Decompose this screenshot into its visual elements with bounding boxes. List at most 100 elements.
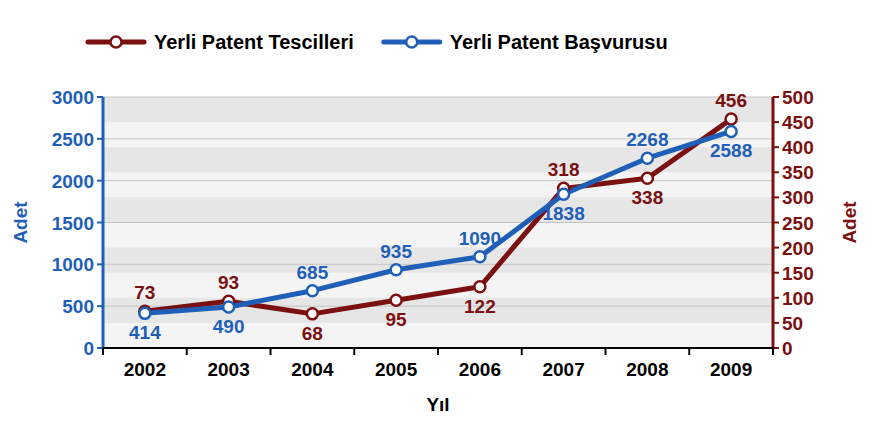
y-tick: [97, 222, 103, 224]
y-tick-label: 1000: [52, 254, 94, 275]
series-marker: [139, 308, 150, 319]
y2-tick-label: 300: [782, 187, 814, 208]
y2-tick: [773, 171, 779, 173]
y-tick: [97, 96, 103, 98]
grid-band: [103, 97, 773, 122]
y2-axis-title: Adet: [839, 201, 860, 244]
series-line: [145, 131, 731, 313]
plot-area: [139, 114, 736, 320]
legend-label: Yerli Patent Başvurusu: [450, 31, 668, 53]
y2-tick: [773, 96, 779, 98]
y-tick-label: 0: [83, 338, 94, 359]
legend-label: Yerli Patent Tescilleri: [154, 31, 354, 53]
series-marker: [307, 308, 318, 319]
data-label: 2268: [626, 129, 668, 150]
plot-background: [103, 97, 773, 348]
grid-line: [103, 97, 773, 98]
chart: 0 500 1000 1500 2000 2500 3000 0 50 100 150 200 250 3…: [0, 0, 876, 423]
series-marker: [391, 295, 402, 306]
y-tick-label: 3000: [52, 87, 94, 108]
data-label: 93: [218, 272, 239, 293]
x-tick-label: 2006: [459, 359, 501, 380]
x-tick-label: 2002: [124, 359, 166, 380]
data-label: 456: [715, 90, 747, 111]
x-tick: [270, 348, 272, 355]
series-marker: [223, 302, 234, 313]
series-marker: [726, 126, 737, 137]
grid-band: [103, 248, 773, 273]
y2-tick-label: 500: [782, 87, 814, 108]
y2-tick-label: 100: [782, 288, 814, 309]
data-label: 414: [129, 322, 161, 343]
y-tick: [97, 305, 103, 307]
data-label: 490: [213, 316, 245, 337]
data-label: 122: [464, 296, 496, 317]
y2-tick-label: 400: [782, 137, 814, 158]
data-label: 318: [548, 159, 580, 180]
y2-tick-label: 350: [782, 162, 814, 183]
x-tick-label: 2005: [375, 359, 418, 380]
x-tick-label: 2007: [542, 359, 584, 380]
series-marker: [558, 189, 569, 200]
y2-tick-label: 250: [782, 213, 814, 234]
series-marker: [474, 251, 485, 262]
x-tick-label: 2009: [710, 359, 752, 380]
grid-band: [103, 197, 773, 222]
data-label: 338: [632, 187, 664, 208]
data-label: 68: [302, 323, 323, 344]
data-label: 2588: [710, 140, 752, 161]
data-label: 1838: [542, 203, 584, 224]
legend-marker: [406, 37, 417, 48]
y2-tick: [773, 196, 779, 198]
y-tick-label: 1500: [52, 213, 94, 234]
x-tick-label: 2008: [626, 359, 668, 380]
legend-marker: [111, 37, 122, 48]
series-marker: [391, 264, 402, 275]
x-tick: [102, 348, 104, 355]
y2-tick: [773, 222, 779, 224]
y2-tick: [773, 247, 779, 249]
legend-item: Yerli Patent Başvurusu: [384, 31, 668, 53]
series-marker: [642, 153, 653, 164]
y2-tick-label: 0: [782, 338, 793, 359]
x-tick: [186, 348, 188, 355]
series-marker: [726, 114, 737, 125]
y-tick: [97, 263, 103, 265]
data-label: 73: [134, 282, 155, 303]
data-label: 95: [386, 309, 408, 330]
y2-tick: [773, 121, 779, 123]
data-label: 1090: [459, 228, 501, 249]
series-marker: [642, 173, 653, 184]
y2-tick: [773, 322, 779, 324]
x-tick-label: 2003: [207, 359, 249, 380]
y2-tick-label: 200: [782, 238, 814, 259]
x-axis-title: Yıl: [426, 394, 449, 415]
y-tick: [97, 180, 103, 182]
x-tick: [521, 348, 523, 355]
grid-line: [103, 180, 773, 181]
grid-line: [103, 222, 773, 223]
y2-tick: [773, 146, 779, 148]
y-tick-label: 500: [62, 296, 94, 317]
y-axis-title: Adet: [10, 201, 31, 244]
y2-tick: [773, 297, 779, 299]
y-tick-label: 2000: [52, 171, 94, 192]
series-line: [145, 119, 731, 314]
x-tick: [353, 348, 355, 355]
series-marker: [307, 285, 318, 296]
y2-tick: [773, 272, 779, 274]
y2-tick-label: 450: [782, 112, 814, 133]
y-tick-label: 2500: [52, 129, 94, 150]
x-tick: [437, 348, 439, 355]
x-tick: [605, 348, 607, 355]
series-marker: [474, 281, 485, 292]
y-tick: [97, 138, 103, 140]
y2-tick-label: 50: [782, 313, 803, 334]
data-label: 685: [297, 262, 329, 283]
x-tick: [688, 348, 690, 355]
legend-item: Yerli Patent Tescilleri: [88, 31, 354, 53]
y2-tick-label: 150: [782, 263, 814, 284]
data-label: 935: [380, 241, 412, 262]
grid-line: [103, 138, 773, 139]
x-tick: [772, 348, 774, 355]
